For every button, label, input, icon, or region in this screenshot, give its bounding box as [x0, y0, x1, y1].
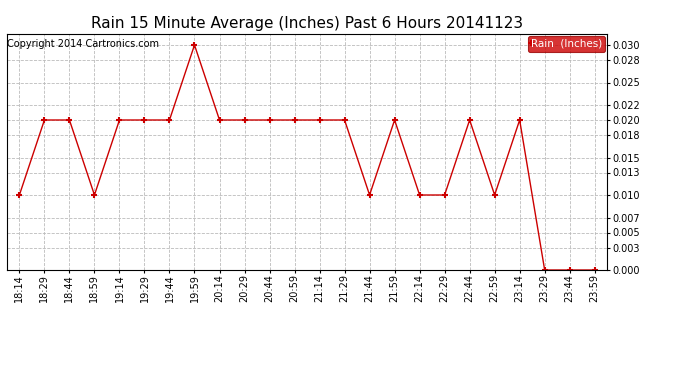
Rain  (Inches)	[491, 193, 499, 197]
Rain  (Inches)	[90, 193, 99, 197]
Rain  (Inches)	[440, 193, 449, 197]
Rain  (Inches)	[66, 118, 74, 122]
Rain  (Inches)	[466, 118, 474, 122]
Rain  (Inches)	[315, 118, 324, 122]
Legend: Rain  (Inches): Rain (Inches)	[528, 36, 605, 52]
Rain  (Inches)	[240, 118, 248, 122]
Rain  (Inches)	[40, 118, 48, 122]
Rain  (Inches)	[266, 118, 274, 122]
Rain  (Inches)	[366, 193, 374, 197]
Rain  (Inches)	[591, 268, 599, 272]
Rain  (Inches)	[391, 118, 399, 122]
Rain  (Inches)	[15, 193, 23, 197]
Rain  (Inches)	[166, 118, 174, 122]
Rain  (Inches)	[540, 268, 549, 272]
Text: Copyright 2014 Cartronics.com: Copyright 2014 Cartronics.com	[7, 39, 159, 50]
Rain  (Inches)	[215, 118, 224, 122]
Rain  (Inches)	[190, 43, 199, 47]
Rain  (Inches)	[290, 118, 299, 122]
Title: Rain 15 Minute Average (Inches) Past 6 Hours 20141123: Rain 15 Minute Average (Inches) Past 6 H…	[91, 16, 523, 31]
Line: Rain  (Inches): Rain (Inches)	[16, 42, 598, 273]
Rain  (Inches)	[515, 118, 524, 122]
Rain  (Inches)	[115, 118, 124, 122]
Rain  (Inches)	[566, 268, 574, 272]
Rain  (Inches)	[340, 118, 348, 122]
Rain  (Inches)	[140, 118, 148, 122]
Rain  (Inches)	[415, 193, 424, 197]
